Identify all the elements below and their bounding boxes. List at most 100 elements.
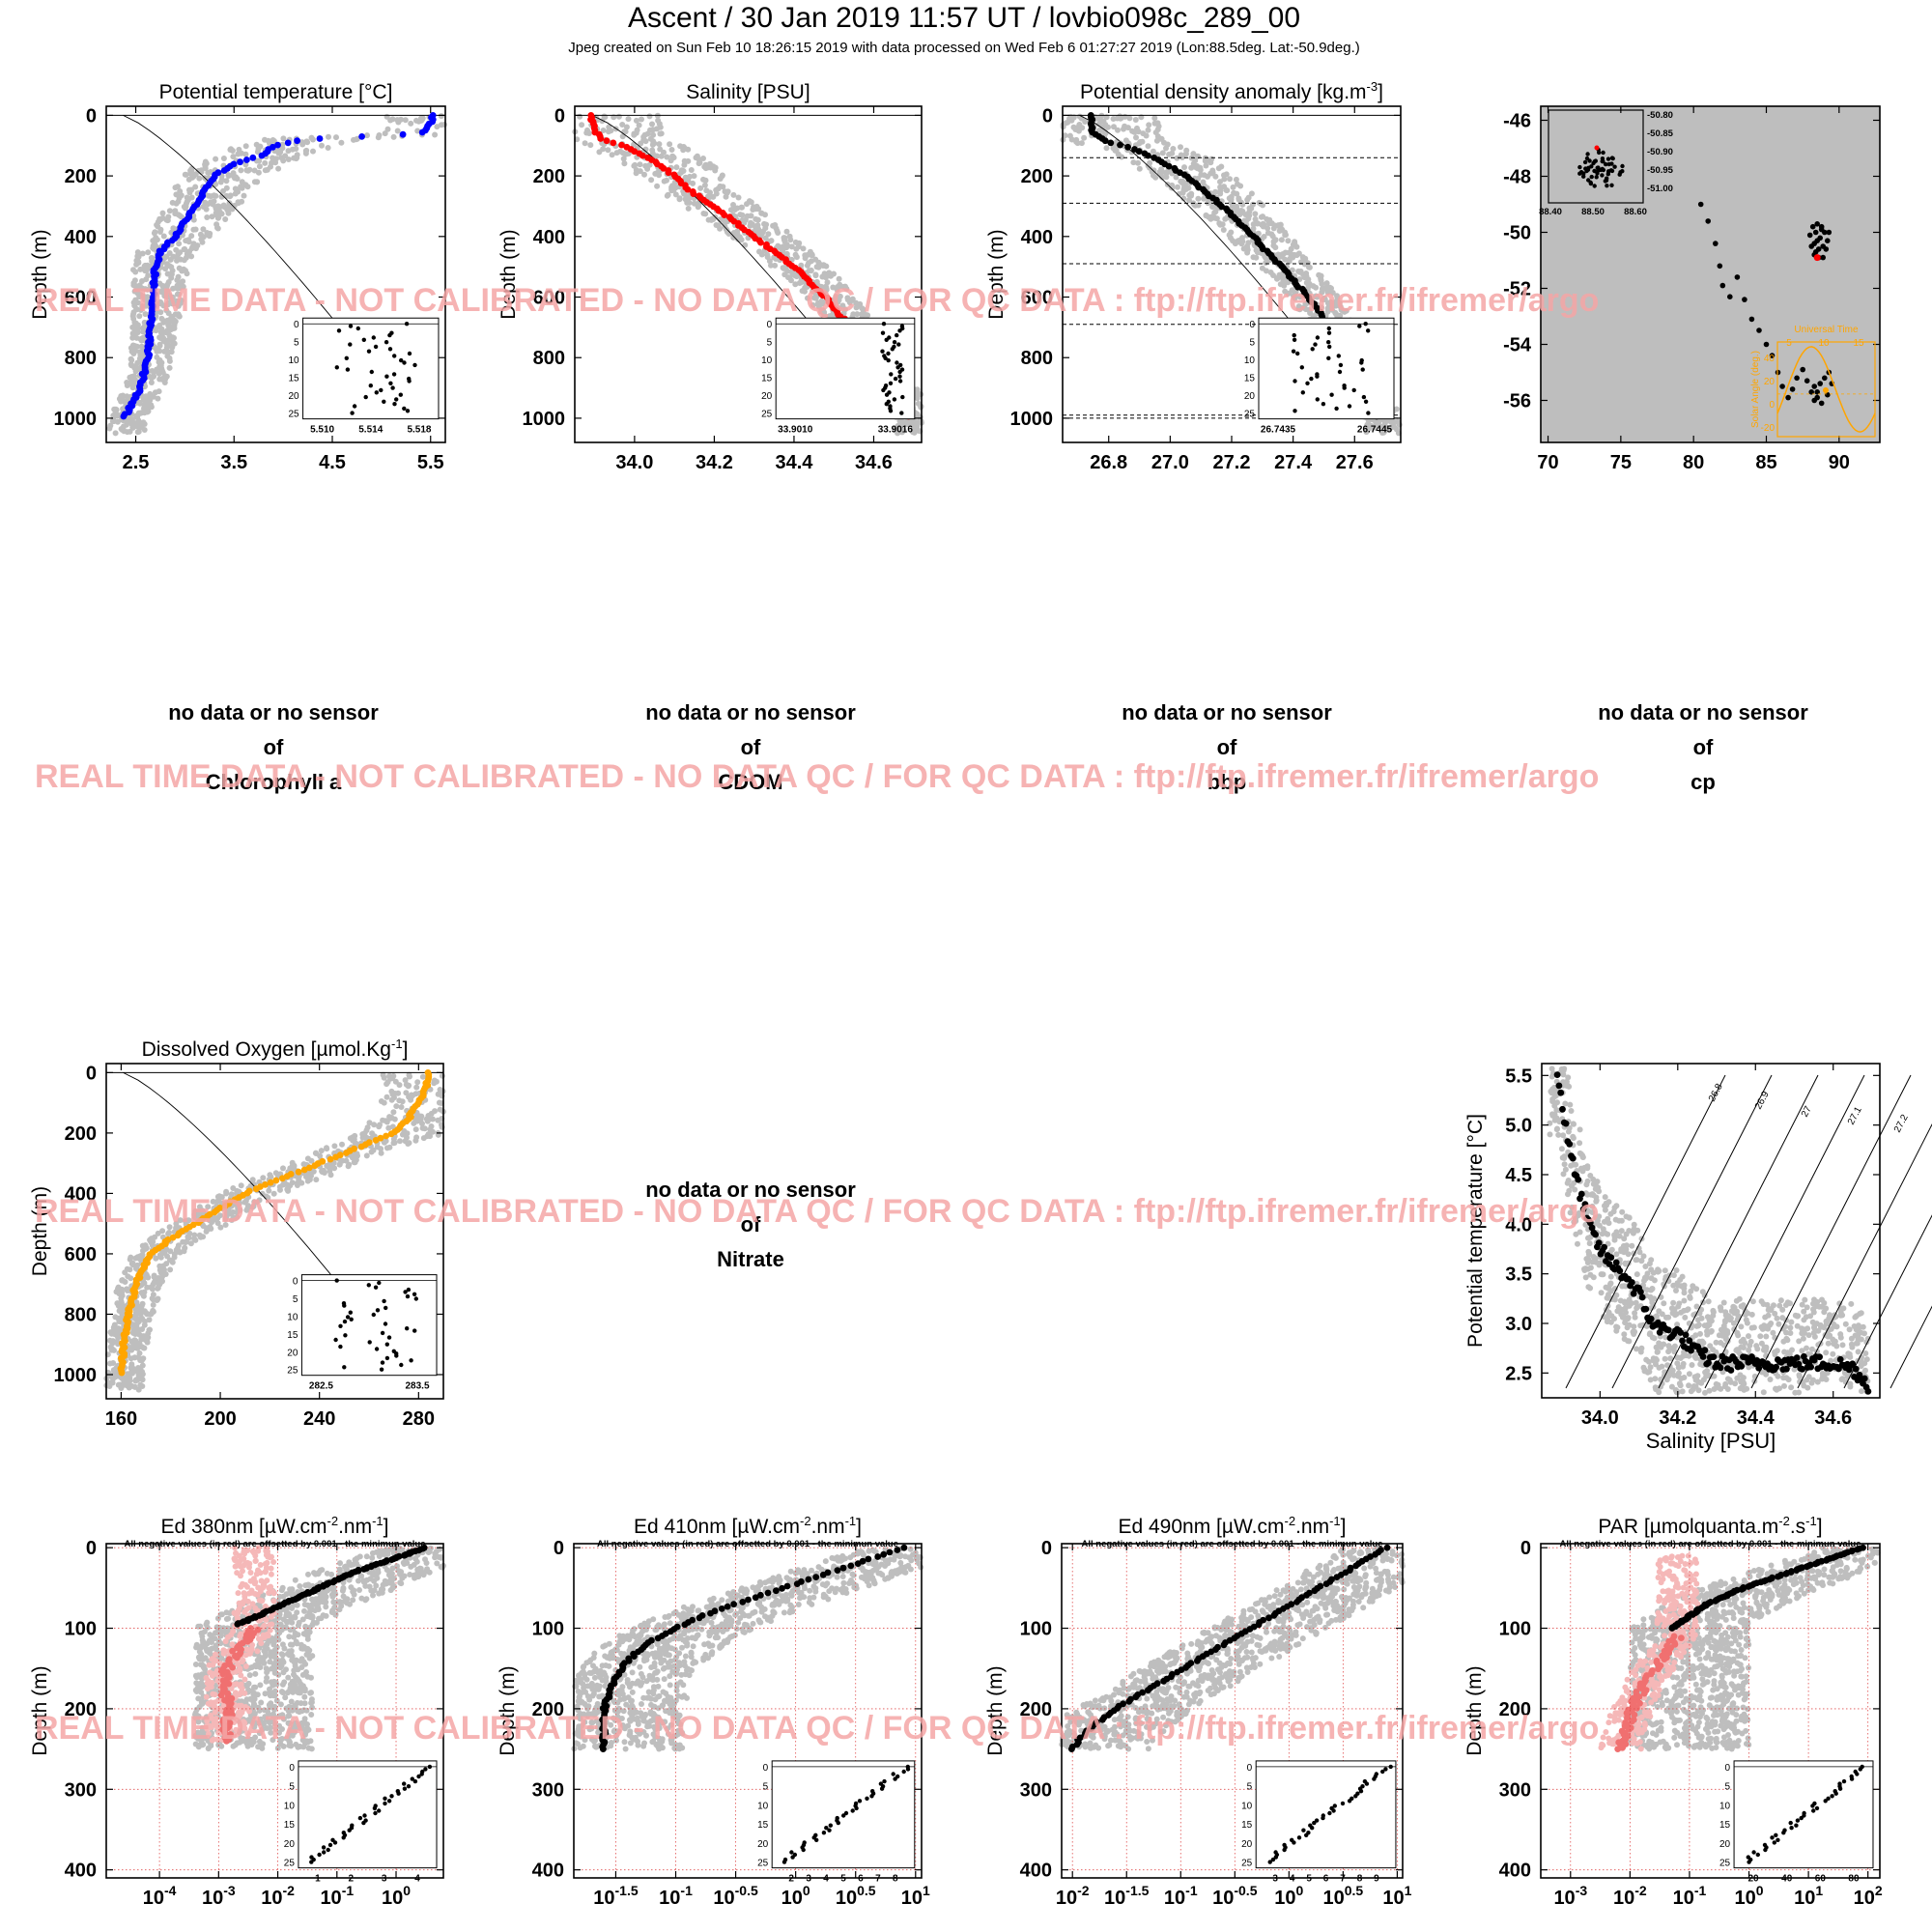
history-point bbox=[762, 235, 769, 242]
history-point bbox=[131, 1354, 138, 1361]
profile-point bbox=[295, 1168, 302, 1176]
history-point bbox=[351, 136, 356, 143]
history-point bbox=[1393, 406, 1400, 412]
history-point bbox=[748, 213, 754, 219]
inset-point bbox=[886, 357, 891, 363]
profile-point bbox=[357, 1143, 365, 1151]
inset-point bbox=[405, 1293, 411, 1299]
sun-y-tick-label: -20 bbox=[1761, 423, 1776, 434]
inset-point bbox=[1577, 164, 1582, 170]
history-point bbox=[256, 163, 263, 170]
trajectory-point bbox=[1742, 297, 1747, 302]
x-tick-label: 80 bbox=[1683, 452, 1704, 473]
history-point bbox=[1228, 199, 1235, 206]
history-point bbox=[1562, 1100, 1569, 1107]
history-point bbox=[648, 177, 655, 184]
history-point bbox=[1103, 145, 1110, 152]
history-point bbox=[202, 158, 209, 165]
history-point bbox=[112, 1314, 119, 1321]
inset-point bbox=[1321, 402, 1326, 407]
history-point bbox=[582, 140, 588, 147]
history-point bbox=[772, 222, 779, 228]
inset-point bbox=[336, 328, 342, 333]
history-point bbox=[384, 1094, 390, 1100]
inset-point bbox=[880, 349, 885, 354]
history-point bbox=[1288, 245, 1294, 252]
inset-point bbox=[1588, 181, 1594, 186]
history-point bbox=[232, 190, 239, 197]
history-point bbox=[167, 1266, 174, 1273]
history-point bbox=[170, 225, 177, 232]
history-point bbox=[213, 221, 220, 228]
history-point bbox=[326, 133, 331, 140]
history-point bbox=[685, 199, 692, 206]
history-point bbox=[182, 205, 188, 212]
trajectory-point bbox=[1818, 400, 1825, 407]
history-point bbox=[135, 258, 142, 265]
inset-point bbox=[1589, 174, 1594, 180]
history-point bbox=[166, 208, 173, 214]
history-point bbox=[182, 171, 188, 178]
history-point bbox=[405, 1141, 412, 1147]
history-point bbox=[129, 384, 136, 391]
history-point bbox=[435, 1117, 441, 1123]
inset-point bbox=[345, 1315, 351, 1320]
history-point bbox=[1848, 1300, 1855, 1307]
profile-point bbox=[1145, 152, 1151, 159]
inset-point bbox=[1617, 172, 1622, 177]
history-point bbox=[149, 1286, 156, 1293]
history-point bbox=[700, 176, 706, 183]
inset-point bbox=[880, 330, 886, 335]
history-point bbox=[145, 408, 152, 414]
history-point bbox=[1258, 201, 1264, 208]
history-point bbox=[408, 120, 414, 127]
history-point bbox=[1568, 1108, 1575, 1114]
history-point bbox=[625, 116, 632, 123]
history-point bbox=[1670, 1272, 1677, 1279]
panel-title: Potential temperature [°C] bbox=[159, 81, 393, 103]
history-point bbox=[664, 177, 669, 184]
profile-point bbox=[252, 1185, 260, 1193]
history-point bbox=[1121, 126, 1126, 132]
y-tick-label: -50 bbox=[1503, 223, 1531, 244]
profile-point bbox=[300, 1166, 308, 1174]
inset-point bbox=[897, 328, 902, 333]
profile-point bbox=[597, 135, 605, 142]
history-point bbox=[298, 1179, 305, 1186]
history-point bbox=[1270, 225, 1277, 232]
inset-point bbox=[1326, 340, 1331, 345]
history-point bbox=[1702, 1369, 1709, 1376]
history-point bbox=[730, 191, 737, 198]
history-point bbox=[639, 116, 644, 123]
inset-point bbox=[1313, 342, 1318, 347]
history-point bbox=[191, 243, 198, 250]
inset-frame bbox=[775, 317, 916, 420]
history-point bbox=[1250, 201, 1256, 208]
inset-point bbox=[1605, 176, 1609, 181]
sun-current-point bbox=[1823, 387, 1829, 393]
history-point bbox=[1777, 1297, 1784, 1304]
history-point bbox=[128, 1338, 135, 1345]
y-tick-label: 1000 bbox=[1010, 409, 1054, 430]
history-point bbox=[1078, 140, 1085, 147]
inset-point bbox=[407, 379, 412, 384]
history-point bbox=[587, 142, 594, 149]
history-point bbox=[232, 175, 238, 182]
history-point bbox=[690, 180, 696, 186]
history-point bbox=[1602, 1207, 1608, 1213]
inset-x-tick-label: 26.7435 bbox=[1261, 425, 1296, 436]
inset-point bbox=[889, 372, 894, 377]
history-point bbox=[197, 1234, 204, 1240]
inset-point bbox=[380, 1330, 385, 1336]
history-point bbox=[1587, 1285, 1594, 1292]
inset-point bbox=[895, 360, 899, 365]
history-point bbox=[214, 203, 221, 210]
x-tick-label: 27.0 bbox=[1151, 452, 1189, 473]
inset-point bbox=[386, 1335, 392, 1340]
history-point bbox=[1132, 117, 1139, 123]
profile-point bbox=[243, 156, 250, 163]
history-point bbox=[227, 193, 233, 200]
history-point bbox=[1855, 1349, 1861, 1355]
y-tick-label: -54 bbox=[1503, 335, 1532, 356]
